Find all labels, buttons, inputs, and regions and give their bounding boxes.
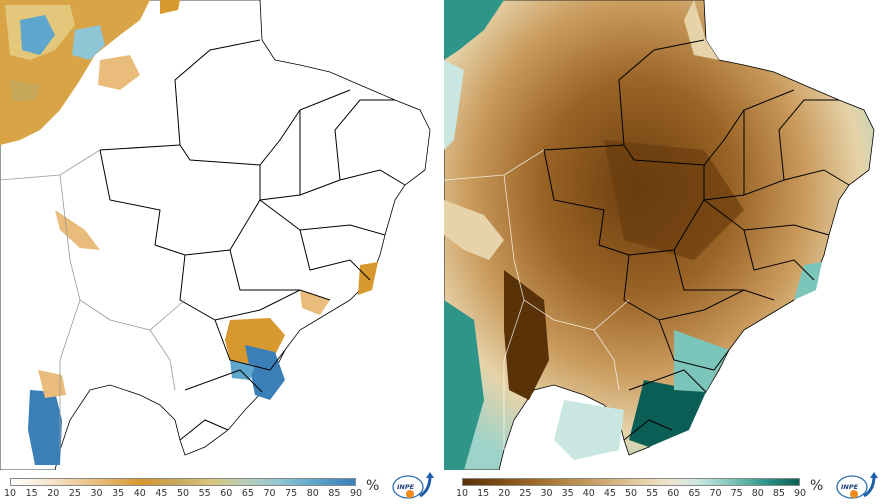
right-map-panel (444, 0, 888, 470)
right-map-svg (444, 0, 875, 470)
state-borders (543, 39, 850, 441)
left-map-panel (0, 0, 444, 470)
colorbar-tick-label: 65 (241, 488, 254, 499)
colorbar-tick-label: 70 (263, 488, 276, 499)
colorbar-tick-label: 75 (285, 488, 298, 499)
colorbar-tick-label: 80 (751, 488, 764, 499)
colorbar-tick-label: 80 (306, 488, 319, 499)
inpe-logo-text: INPE (841, 483, 859, 491)
colorbar-tick-label: 40 (582, 488, 595, 499)
humidity-patches (444, 0, 822, 470)
colorbar-tick-label: 25 (519, 488, 532, 499)
inpe-logo: INPE (390, 472, 438, 500)
colorbar-tick-label: 15 (25, 488, 38, 499)
colorbar-tick-label: 35 (112, 488, 125, 499)
colorbar-tick-label: 30 (540, 488, 553, 499)
colorbar-tick-label: 50 (176, 488, 190, 499)
colorbar-tick-label: 55 (646, 488, 659, 499)
right-colorbar (462, 478, 800, 486)
inpe-logo: INPE (834, 472, 882, 500)
colorbar-tick-label: 50 (624, 488, 638, 499)
colorbar-tick-label: 45 (155, 488, 168, 499)
colorbar-tick-label: 10 (3, 488, 17, 499)
inpe-logo-text: INPE (397, 483, 415, 491)
right-colorbar-legend: 10 15 20 25 30 35 40 45 50 55 60 65 70 75 80 85 90 % INP… (444, 470, 888, 500)
colorbar-tick-label: 90 (349, 488, 363, 499)
continent-shape (0, 0, 431, 470)
left-colorbar-ticks: 10 15 20 25 30 35 40 45 50 55 60 65 70 75 80 85 90 (4, 488, 362, 500)
colorbar-tick-label: 15 (477, 488, 490, 499)
colorbar-tick-label: 30 (90, 488, 103, 499)
colorbar-tick-label: 10 (455, 488, 469, 499)
colorbar-tick-label: 55 (198, 488, 211, 499)
colorbar-tick-label: 70 (709, 488, 722, 499)
colorbar-tick-label: 20 (47, 488, 60, 499)
colorbar-tick-label: 85 (328, 488, 341, 499)
left-map-svg (0, 0, 431, 470)
colorbar-tick-label: 25 (68, 488, 81, 499)
country-borders (0, 149, 186, 450)
state-borders (99, 39, 406, 441)
country-borders (444, 149, 630, 450)
colorbar-tick-label: 75 (730, 488, 743, 499)
colorbar-tick-label: 60 (667, 488, 680, 499)
colorbar-tick-label: 65 (688, 488, 701, 499)
left-unit-label: % (366, 478, 380, 494)
colorbar-tick-label: 45 (603, 488, 616, 499)
left-colorbar-legend: 10 15 20 25 30 35 40 45 50 55 60 65 70 75 80 85 90 % INP… (0, 470, 444, 500)
colorbar-tick-label: 90 (793, 488, 807, 499)
anomaly-patches (0, 0, 378, 465)
colorbar-tick-label: 20 (498, 488, 511, 499)
right-colorbar-ticks: 10 15 20 25 30 35 40 45 50 55 60 65 70 75 80 85 90 (456, 488, 806, 500)
colorbar-tick-label: 40 (133, 488, 146, 499)
colorbar-tick-label: 35 (561, 488, 574, 499)
left-colorbar (10, 478, 356, 486)
colorbar-tick-label: 60 (220, 488, 233, 499)
right-unit-label: % (810, 478, 824, 494)
colorbar-tick-label: 85 (772, 488, 785, 499)
